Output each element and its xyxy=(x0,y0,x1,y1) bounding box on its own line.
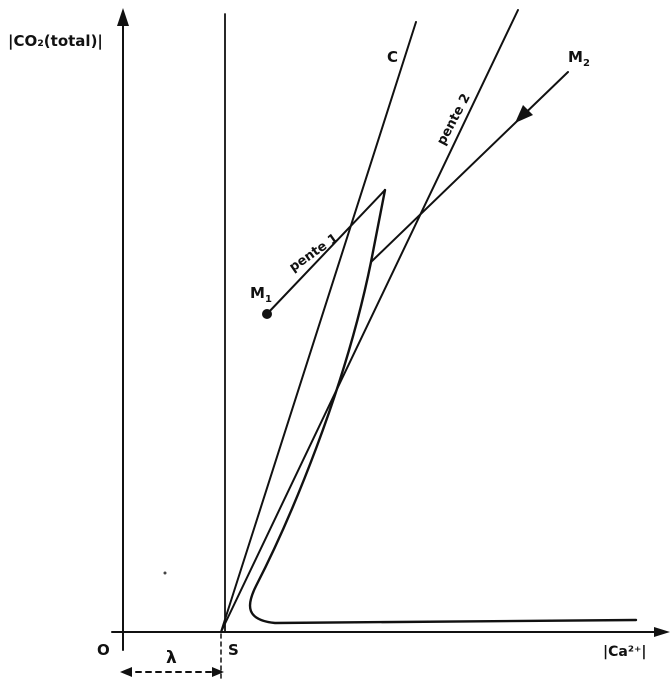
precipitation-curve xyxy=(248,188,638,625)
m1-label-sub: 1 xyxy=(265,294,272,305)
segment-pente-1 xyxy=(266,189,386,315)
lambda-label: λ xyxy=(166,648,177,668)
curve-c-label: C xyxy=(387,48,398,66)
point-m1 xyxy=(262,309,272,319)
m2-direction-arrowhead xyxy=(515,105,533,123)
lambda-arrowhead-right xyxy=(212,667,224,677)
line-s-long xyxy=(220,9,519,633)
pente-1-label: pente 1 xyxy=(287,231,341,275)
x-axis-arrowhead xyxy=(654,627,670,637)
pente-2-label: pente 2 xyxy=(434,91,474,147)
m2-label-main: M xyxy=(568,48,583,66)
m1-label: M1 xyxy=(250,284,272,305)
x-axis-label: |Ca²⁺| xyxy=(603,644,646,660)
segment-pente-2 xyxy=(370,71,569,263)
y-axis-label: |CO₂(total)| xyxy=(8,32,103,51)
m1-label-main: M xyxy=(250,284,265,302)
m2-label-sub: 2 xyxy=(583,58,590,69)
y-axis-arrowhead xyxy=(117,8,129,26)
scan-speck xyxy=(163,571,167,575)
m2-label: M2 xyxy=(568,48,590,69)
origin-label: O xyxy=(97,641,110,659)
line-c xyxy=(220,21,417,633)
s-label: S xyxy=(228,641,239,659)
lambda-arrowhead-left xyxy=(120,667,132,677)
